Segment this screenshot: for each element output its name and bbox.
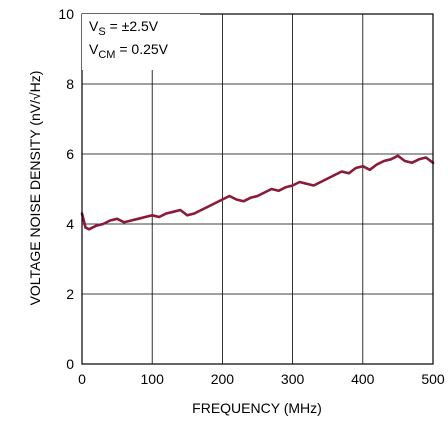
annotation-box [82, 14, 200, 70]
plot-frame [81, 13, 434, 365]
x-tick-label: 200 [211, 371, 235, 387]
y-tick-label: 6 [66, 146, 74, 162]
y-tick-label: 10 [58, 6, 74, 22]
x-tick-label: 300 [281, 371, 305, 387]
y-tick-label: 2 [66, 286, 74, 302]
annotation-vs: VS = ±2.5V [89, 18, 159, 38]
y-tick-label: 8 [66, 76, 74, 92]
series-group [80, 154, 435, 231]
x-tick-label: 0 [78, 371, 86, 387]
y-axis-label: VOLTAGE NOISE DENSITY (nV/√Hz) [27, 71, 43, 306]
annotation-vcm: VCM = 0.25V [89, 41, 169, 61]
y-tick-label: 0 [66, 356, 74, 372]
noise-density-line [80, 154, 435, 231]
tick-labels: 0 100 200 300 400 500 0 2 4 6 8 10 [58, 6, 444, 387]
x-tick-label: 100 [141, 371, 165, 387]
grid [82, 14, 433, 364]
x-tick-label: 400 [351, 371, 375, 387]
x-axis-label: FREQUENCY (MHz) [192, 400, 322, 416]
y-tick-label: 4 [66, 216, 74, 232]
x-tick-label: 500 [421, 371, 445, 387]
